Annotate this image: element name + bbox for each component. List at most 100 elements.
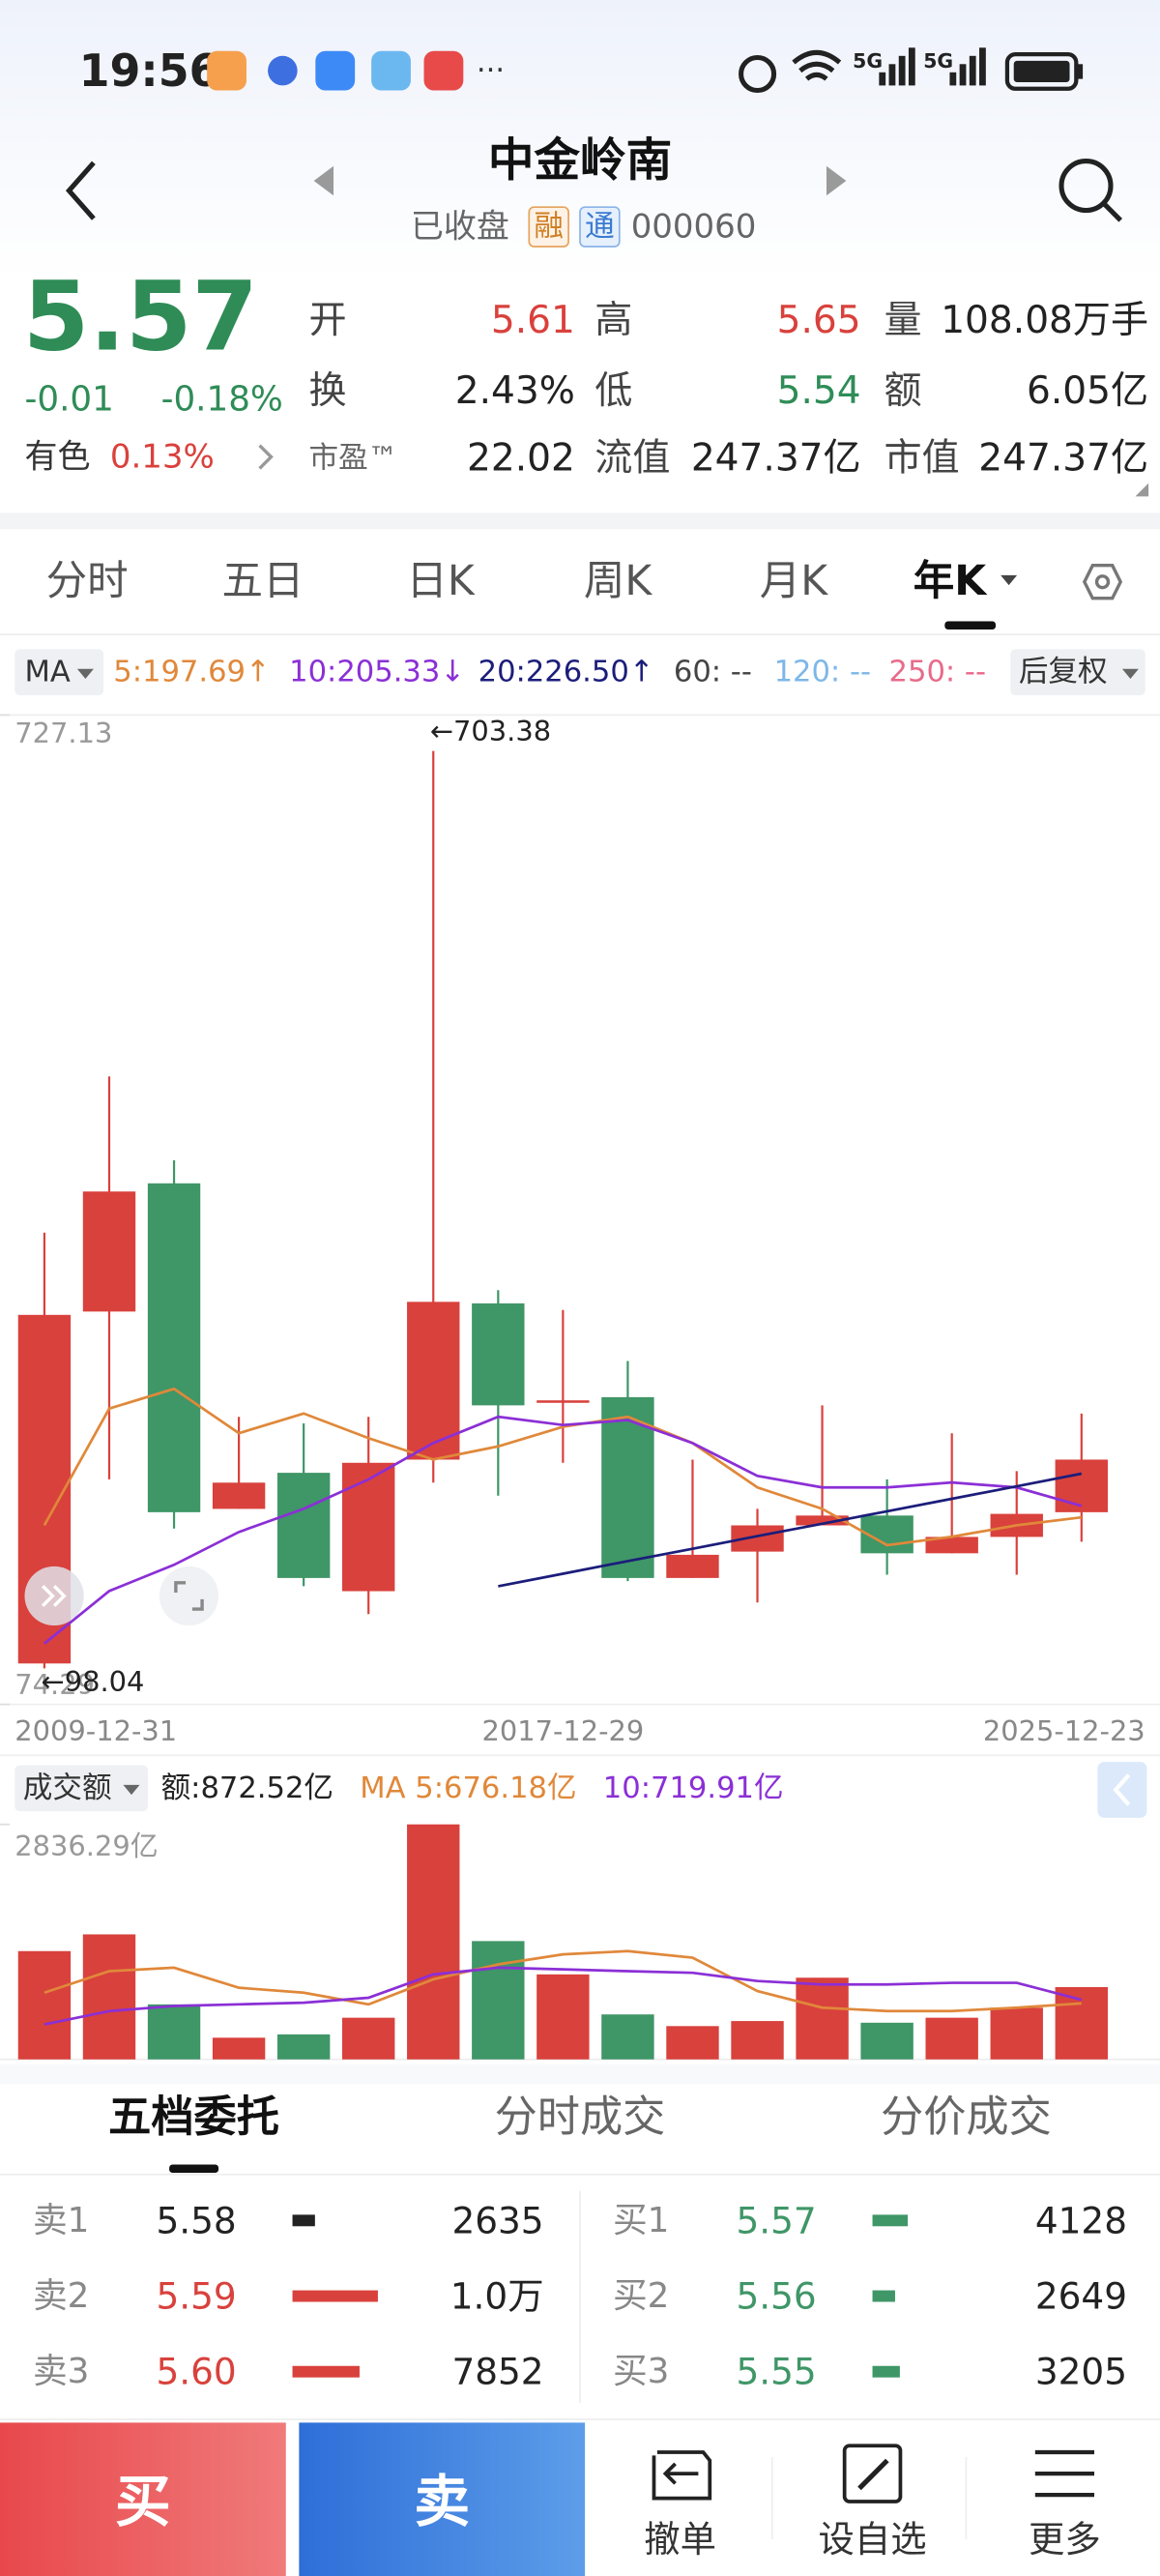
buy-button[interactable] — [0, 2422, 286, 2576]
signal-bar — [959, 64, 967, 86]
caret — [123, 1784, 140, 1796]
settings-dot — [1094, 574, 1111, 590]
sell-button[interactable] — [299, 2422, 586, 2576]
period-tab[interactable]: 日K — [406, 558, 475, 605]
ma-line — [498, 1472, 1083, 1588]
search-button[interactable] — [1058, 159, 1114, 214]
period-tab[interactable]: 周K — [584, 558, 652, 605]
volume-bar — [872, 2290, 895, 2302]
field-value: 22.02 — [467, 437, 575, 481]
sector-chevron[interactable] — [258, 444, 274, 470]
action-button[interactable]: 更多 — [1029, 2518, 1101, 2561]
sector-name: 有色 — [24, 438, 90, 477]
annotation: ←98.04 — [42, 1665, 145, 1698]
candle-body — [536, 1400, 590, 1403]
book-price: 5.58 — [156, 2199, 236, 2241]
volume-bar — [796, 1977, 849, 2060]
field-label: 高 — [594, 299, 632, 342]
signal-bar — [979, 47, 986, 86]
section-bg — [0, 2064, 1160, 2085]
ma-line — [44, 1949, 1082, 2013]
volume-bar — [82, 1934, 136, 2060]
sector-change: 0.13% — [110, 438, 215, 477]
candle-body — [82, 1191, 136, 1312]
candle-body — [1055, 1459, 1108, 1512]
volume-bar — [472, 1941, 525, 2060]
back-button[interactable] — [65, 161, 96, 220]
signal-bar — [888, 64, 896, 86]
field-label: 流值 — [594, 437, 670, 481]
volume-bar — [601, 2014, 654, 2060]
next-stock[interactable] — [826, 165, 847, 196]
expand-icon — [41, 1585, 67, 1607]
book-tab[interactable]: 分价成交 — [881, 2093, 1052, 2142]
book-tab[interactable]: 五档委托 — [108, 2093, 279, 2142]
battery — [1004, 51, 1079, 91]
legend-entry: MA 5:676.18亿 — [360, 1771, 576, 1805]
prev-stock[interactable] — [313, 165, 334, 196]
field-value: 5.54 — [777, 369, 861, 413]
field-value: 247.37亿 — [978, 437, 1148, 481]
adjust-label: 后复权 — [1019, 656, 1108, 689]
field-value: 2.43% — [455, 369, 575, 413]
y-tick-label: 727.13 — [14, 717, 112, 749]
volume-bar — [1055, 1986, 1108, 2060]
tab-underline — [944, 621, 997, 630]
volume-select[interactable] — [14, 1765, 148, 1812]
sell-label: 卖 — [414, 2469, 470, 2534]
book-level: 卖3 — [33, 2352, 89, 2391]
ma-select[interactable] — [14, 649, 104, 695]
volume-bar — [17, 1950, 72, 2060]
field-label: 市盈™ — [309, 442, 398, 476]
field-value: 247.37亿 — [691, 437, 861, 481]
collapse-button[interactable] — [1097, 1762, 1147, 1818]
book-volume: 7852 — [451, 2351, 543, 2393]
wifi-icon — [792, 49, 842, 81]
corner-mark — [1135, 483, 1149, 497]
app-icon — [207, 50, 246, 91]
book-level: 卖2 — [33, 2276, 89, 2316]
field-value: 5.61 — [491, 299, 575, 342]
book-volume: 3205 — [1035, 2351, 1127, 2393]
alarm-icon — [739, 54, 777, 94]
field-label: 低 — [594, 369, 632, 413]
volume-bar — [292, 2214, 315, 2227]
candle-body — [666, 1554, 719, 1578]
battery-tip — [1078, 64, 1084, 79]
x-tick-label: 2009-12-31 — [14, 1714, 177, 1747]
adjust-select[interactable] — [1010, 649, 1146, 695]
book-tab[interactable]: 分时成交 — [495, 2093, 666, 2142]
period-tab[interactable]: 分时 — [46, 558, 129, 605]
period-tab[interactable]: 五日 — [221, 558, 304, 605]
field-label: 额 — [884, 369, 921, 413]
fullscreen-button[interactable] — [159, 1566, 219, 1626]
pencil-icon — [857, 2458, 889, 2491]
signal-bar — [898, 55, 906, 86]
search-handle — [1102, 201, 1123, 222]
signal-bar — [969, 55, 976, 86]
volume-bar — [276, 2034, 331, 2060]
action-button[interactable]: 设自选 — [818, 2518, 926, 2561]
field-label: 换 — [309, 369, 347, 413]
x-tick-label: 2025-12-23 — [983, 1714, 1146, 1747]
field-value: 5.65 — [777, 299, 861, 342]
legend-entry: 250: -- — [889, 656, 986, 689]
app-icon — [371, 50, 411, 91]
period-tab[interactable]: 月K — [760, 558, 828, 605]
y-tick-label: 74.29 — [14, 1668, 95, 1701]
volume-bar — [407, 1824, 460, 2060]
field-value: 6.05亿 — [1027, 369, 1148, 413]
volume-bar — [212, 2037, 266, 2060]
field-label: 开 — [309, 299, 347, 342]
book-price: 5.60 — [156, 2351, 236, 2393]
volume-bar — [666, 2026, 719, 2060]
action-button[interactable]: 撤单 — [644, 2518, 716, 2561]
period-tab[interactable]: 年K — [914, 558, 988, 605]
field-label: 量 — [884, 299, 921, 342]
signal-bar — [949, 72, 957, 86]
x-tick-label: 2017-12-29 — [481, 1714, 644, 1747]
book-price: 5.59 — [156, 2275, 236, 2318]
battery-level — [1013, 60, 1070, 83]
app-icon — [423, 50, 464, 91]
settings-button[interactable] — [1082, 564, 1123, 600]
